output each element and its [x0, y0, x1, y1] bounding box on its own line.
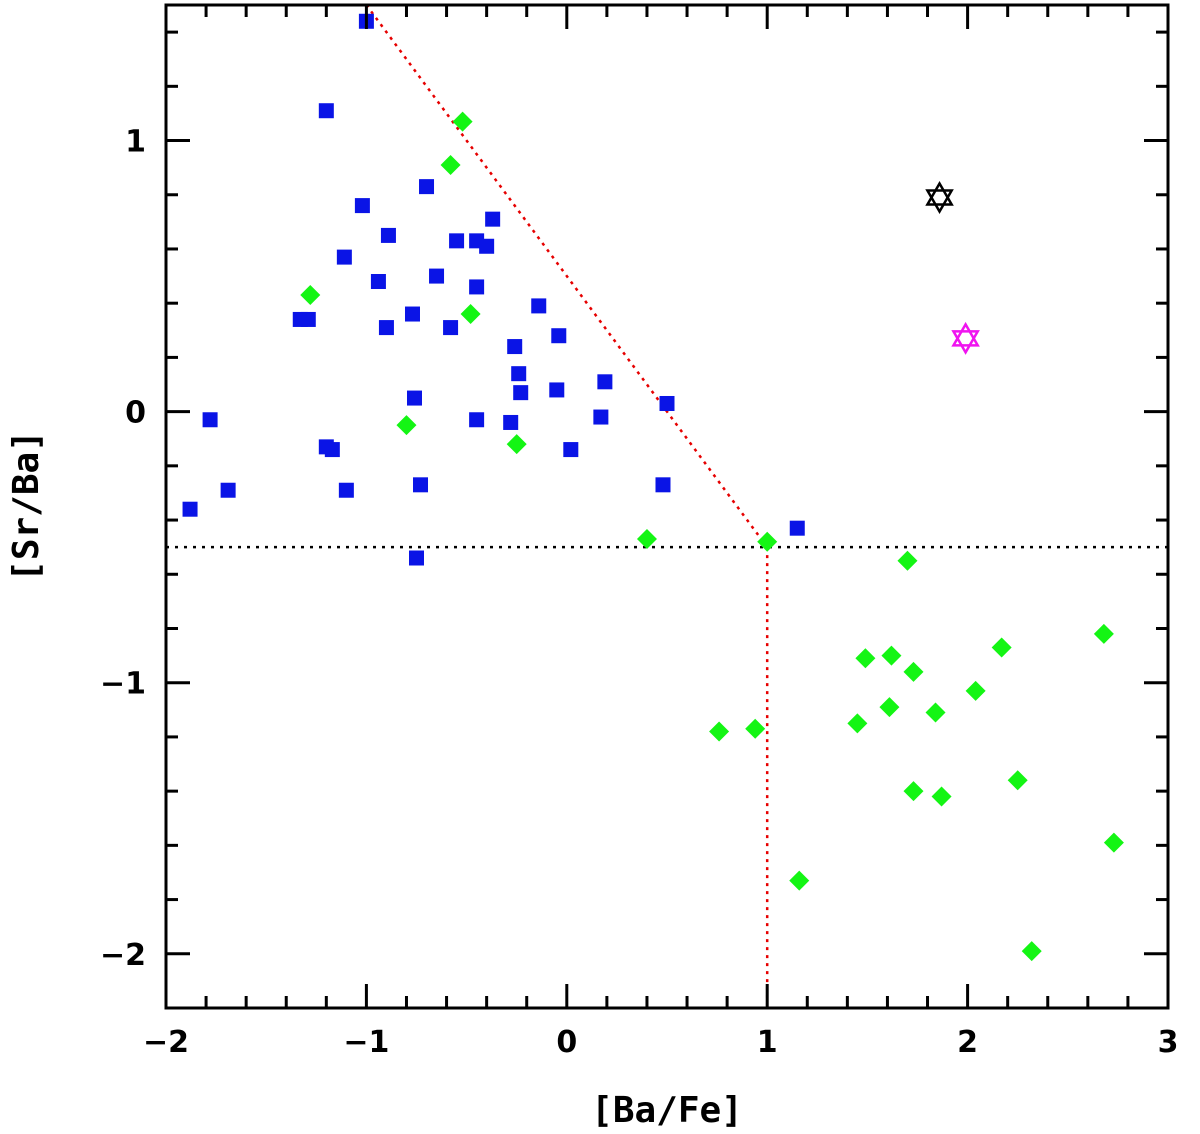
- green-diamond-point: [745, 718, 766, 739]
- blue-square-point: [597, 374, 613, 390]
- blue-square-point: [513, 385, 529, 401]
- green-diamond-point: [709, 721, 730, 742]
- star-triangle: [925, 180, 954, 206]
- green-diamond-point: [460, 304, 481, 325]
- green-diamond-point: [440, 154, 461, 175]
- green-diamond-point: [789, 870, 810, 891]
- blue-square-point: [551, 328, 567, 344]
- blue-square-point: [300, 311, 316, 327]
- blue-square-point: [531, 298, 547, 314]
- x-tick-label: −2: [143, 1025, 189, 1060]
- y-tick-label: −1: [100, 667, 146, 702]
- green-diamond-point: [881, 645, 902, 666]
- blue-square-point: [419, 179, 435, 195]
- blue-square-point: [324, 442, 340, 458]
- axes: −2 −1 0 1 2 3 −2 −1 0 1: [100, 3, 1179, 1060]
- blue-square-point: [443, 320, 459, 336]
- blue-square-point: [449, 233, 465, 249]
- y-axis-label: [Sr/Ba]: [6, 430, 47, 582]
- green-diamond-point: [452, 111, 473, 132]
- data-markers: [182, 13, 1124, 962]
- green-diamond-point: [903, 661, 924, 682]
- blue-square-point: [655, 477, 671, 493]
- blue-square-point: [370, 274, 386, 290]
- x-tick-label: 1: [757, 1025, 778, 1060]
- blue-square-point: [507, 339, 523, 355]
- green-diamond-point: [879, 697, 900, 718]
- blue-square-point: [593, 409, 609, 425]
- green-diamond-point: [925, 702, 946, 723]
- green-diamond-point: [396, 415, 417, 436]
- blue-square-point: [182, 501, 198, 517]
- x-tick-label: 0: [556, 1025, 577, 1060]
- blue-square-point: [406, 390, 422, 406]
- blue-square-point: [563, 442, 579, 458]
- star-magenta-point: [951, 321, 980, 355]
- blue-square-point: [485, 211, 501, 227]
- green-diamond-point: [1103, 832, 1124, 853]
- blue-square-point: [429, 268, 445, 284]
- y-tick-label: 0: [125, 396, 146, 431]
- x-axis-label: [Ba/Fe]: [591, 1090, 743, 1131]
- blue-square-point: [659, 395, 675, 411]
- blue-square-point: [404, 306, 420, 322]
- x-tick-label: 2: [957, 1025, 978, 1060]
- x-tick-label: −1: [343, 1025, 389, 1060]
- blue-square-point: [503, 414, 519, 430]
- star-triangle: [951, 330, 980, 355]
- green-diamond-point: [300, 285, 321, 306]
- green-diamond-point: [991, 637, 1012, 658]
- blue-square-point: [479, 238, 495, 254]
- green-diamond-point: [636, 529, 657, 550]
- green-diamond-point: [1007, 770, 1028, 791]
- blue-square-point: [469, 412, 485, 428]
- green-diamond-point: [965, 680, 986, 701]
- blue-square-point: [413, 477, 429, 493]
- plot-frame: [164, 3, 1170, 1010]
- green-diamond-point: [903, 781, 924, 802]
- green-diamond-point: [757, 531, 778, 552]
- blue-square-point: [549, 382, 565, 398]
- star-black-point: [925, 180, 954, 214]
- x-tick-label: 3: [1158, 1025, 1179, 1060]
- y-tick-label: 1: [125, 125, 146, 160]
- blue-square-point: [409, 550, 424, 566]
- green-diamond-point: [855, 648, 876, 669]
- green-diamond-point: [931, 786, 952, 807]
- green-diamond-point: [506, 434, 527, 455]
- green-diamond-point: [1021, 941, 1042, 962]
- blue-square-point: [511, 366, 527, 382]
- star-triangle: [925, 189, 954, 214]
- blue-square-point: [380, 227, 396, 243]
- diagonal-boundary-line: [365, 4, 769, 548]
- y-tick-label: −2: [100, 938, 146, 973]
- blue-square-point: [336, 249, 352, 265]
- blue-square-point: [220, 482, 236, 498]
- blue-square-point: [789, 520, 805, 536]
- blue-square-point: [202, 412, 218, 428]
- green-diamond-point: [847, 713, 868, 734]
- star-triangle: [951, 321, 980, 347]
- blue-square-point: [378, 320, 394, 336]
- green-diamond-point: [1093, 623, 1114, 644]
- green-diamond-point: [897, 550, 918, 571]
- blue-square-point: [318, 103, 334, 119]
- blue-square-point: [338, 482, 354, 498]
- blue-square-point: [354, 198, 370, 214]
- reference-lines: [166, 4, 1168, 1008]
- blue-square-point: [469, 279, 485, 295]
